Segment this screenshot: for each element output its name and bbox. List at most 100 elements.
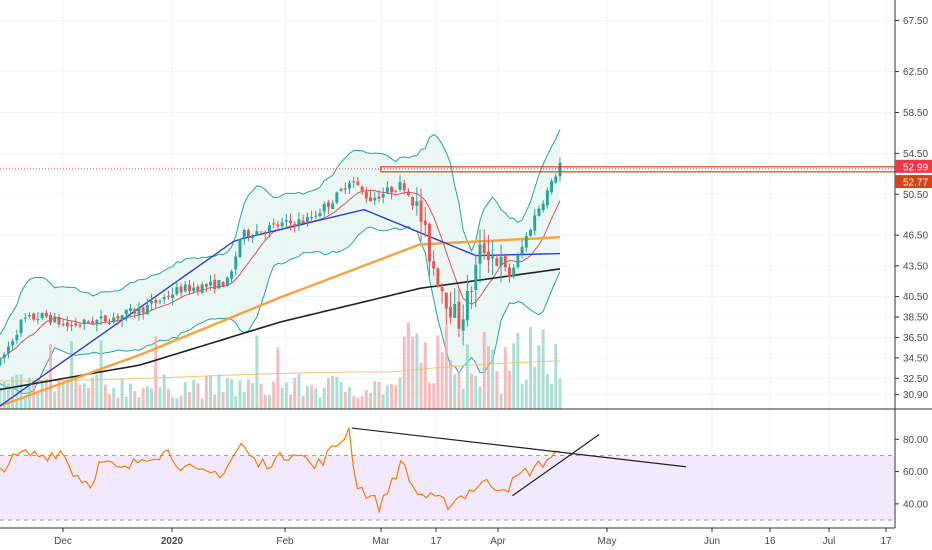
candle-body [40, 312, 44, 319]
candle-body [491, 256, 495, 259]
candle-body [259, 231, 263, 233]
candle-body [419, 200, 423, 222]
candle-body [255, 231, 259, 236]
candle-body [103, 315, 107, 322]
volume-bar [124, 396, 128, 409]
candle-body [19, 319, 23, 334]
candle-body [44, 312, 48, 317]
candle-body [284, 220, 288, 222]
volume-bar [183, 382, 187, 409]
volume-bar [192, 379, 196, 409]
candle-body [251, 235, 255, 239]
candle-body [293, 223, 297, 227]
volume-bar [339, 381, 343, 409]
candle-body [82, 319, 86, 325]
rsi-trendline[interactable] [351, 427, 687, 468]
time-tick-label: Jun [704, 536, 720, 547]
rsi-axis[interactable]: 80.00 60.00 40.00 [895, 435, 928, 510]
volume-bar [108, 394, 111, 409]
candle-body [116, 316, 120, 319]
price-axis[interactable]: 67.50 62.50 58.50 54.50 50.50 46.50 43.50 40.50… [0, 0, 932, 528]
volume-bar [550, 383, 554, 409]
candle-body [415, 201, 419, 206]
price-pane[interactable] [0, 0, 896, 528]
candle-body [406, 191, 410, 196]
candle-body [162, 297, 166, 300]
candle-body [204, 283, 208, 287]
candle-body [474, 264, 478, 290]
volume-bar [318, 397, 322, 409]
volume-bar [491, 349, 495, 409]
candle-body [322, 203, 326, 212]
candle-body [326, 202, 330, 207]
rsi-pane[interactable] [0, 427, 895, 521]
candle-body [86, 321, 90, 324]
candle-body [508, 267, 511, 277]
volume-bar [398, 377, 402, 409]
bollinger-upper [0, 129, 561, 335]
price-tag-label: 52.99 [903, 162, 928, 173]
volume-bar [394, 385, 398, 409]
volume-bar [209, 375, 212, 409]
candle-body [137, 307, 141, 316]
candle-body [428, 223, 431, 262]
candle-body [65, 322, 69, 327]
time-tick-label: Jul [823, 536, 836, 547]
volume-bar [158, 387, 162, 409]
price-tick-label: 43.50 [903, 261, 928, 272]
volume-bar [196, 383, 200, 409]
candle-body [411, 197, 415, 206]
candle-body [360, 186, 364, 191]
candle-body [32, 313, 36, 320]
time-tick-label: May [598, 536, 617, 547]
candle-body [242, 229, 246, 238]
candle-body [268, 225, 271, 232]
volume-bar [343, 392, 347, 409]
rsi-tick-label: 80.00 [903, 435, 928, 446]
candle-body [183, 284, 187, 292]
candle-body [318, 213, 322, 217]
price-tick-label: 32.50 [903, 374, 928, 385]
candle-body [390, 186, 394, 193]
volume-bar [238, 380, 242, 409]
volume-bar [133, 391, 137, 409]
candle-body [339, 188, 343, 191]
rsi-line [0, 427, 561, 514]
candle-body [385, 187, 389, 193]
volume-bar [200, 398, 204, 409]
rsi-trendline[interactable] [512, 434, 600, 497]
candle-body [108, 323, 111, 325]
volume-bar [242, 391, 246, 409]
candle-body [537, 208, 541, 216]
candle-body [436, 268, 440, 287]
candle-body [158, 300, 162, 302]
volume-bar [373, 381, 377, 409]
candle-body [289, 220, 292, 224]
candle-body [0, 359, 2, 366]
price-tag-label: 52.77 [903, 178, 928, 189]
candle-body [57, 316, 61, 325]
candle-body [402, 183, 406, 191]
candle-body [175, 287, 179, 295]
volume-bar [217, 374, 221, 409]
candle-body [486, 251, 490, 260]
volume-bar [40, 379, 44, 409]
volume-bar [137, 397, 141, 409]
volume-bar [225, 378, 229, 409]
candle-body [482, 243, 486, 254]
candle-body [154, 300, 158, 303]
candle-body [171, 294, 175, 299]
time-axis[interactable]: Dec 2020 Feb Mar 17 Apr May Jun 16 Jul 17 [0, 527, 895, 547]
time-tick-label: 16 [764, 536, 776, 547]
candle-body [230, 271, 234, 279]
time-tick-label: 2020 [161, 536, 184, 547]
candle-body [373, 197, 377, 201]
candle-body [263, 231, 267, 233]
volume-bar [326, 378, 330, 409]
price-tag [895, 159, 932, 173]
volume-bar [129, 383, 132, 409]
candle-body [550, 180, 554, 193]
candle-body [11, 341, 15, 346]
price-tick-label: 40.50 [903, 292, 928, 303]
